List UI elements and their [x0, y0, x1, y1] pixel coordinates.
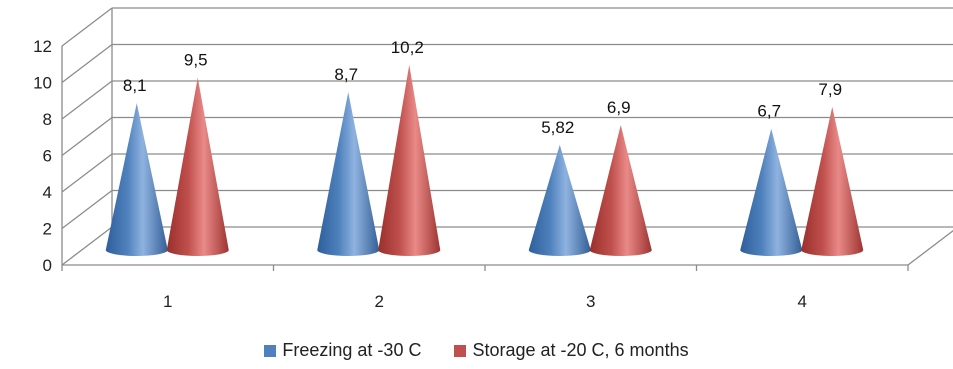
legend-label-series-1: Freezing at -30 C	[282, 340, 422, 360]
y-tick-label: 6	[43, 147, 52, 166]
cone	[740, 128, 803, 256]
cone	[801, 106, 864, 256]
data-label: 8,7	[334, 65, 358, 84]
y-tick-label: 0	[43, 256, 52, 275]
data-label: 6,7	[757, 102, 781, 121]
data-label: 10,2	[391, 38, 424, 57]
cone	[589, 125, 652, 256]
cones	[105, 64, 864, 256]
data-label: 6,9	[607, 98, 631, 117]
data-labels: 8,1 9,5 8,7 10,2 5,82 6,9 6,7 7,9	[123, 38, 842, 137]
legend-item-series-1: Freezing at -30 C	[264, 340, 421, 361]
y-tick-label: 2	[43, 220, 52, 239]
legend-swatch-red	[454, 344, 467, 357]
x-tick-label: 3	[586, 292, 595, 311]
cone	[317, 92, 380, 256]
legend-item-series-2: Storage at -20 C, 6 months	[454, 340, 689, 361]
gridline	[61, 43, 953, 84]
cone	[166, 77, 229, 256]
legend-label-series-2: Storage at -20 C, 6 months	[472, 340, 689, 360]
x-tick-label: 1	[163, 292, 172, 311]
y-tick-label: 12	[33, 37, 52, 56]
y-tick-label: 4	[43, 183, 52, 202]
cone	[528, 144, 591, 256]
cone	[105, 103, 168, 256]
gridline	[61, 80, 953, 120]
data-label: 5,82	[541, 118, 574, 137]
x-tick-label: 2	[375, 292, 384, 311]
y-tick-label: 8	[43, 110, 52, 129]
x-tick-label: 4	[798, 292, 807, 311]
gridline	[61, 7, 953, 47]
gridline	[61, 116, 953, 157]
gridlines	[61, 7, 953, 266]
y-tick-label: 10	[33, 74, 52, 93]
floor-edge	[907, 229, 953, 266]
data-label: 8,1	[123, 76, 147, 95]
legend-swatch-blue	[264, 344, 277, 357]
data-label: 7,9	[818, 80, 842, 99]
legend: Freezing at -30 C Storage at -20 C, 6 mo…	[0, 340, 953, 362]
gridline	[61, 153, 953, 193]
data-label: 9,5	[184, 51, 208, 70]
cone	[378, 64, 441, 256]
